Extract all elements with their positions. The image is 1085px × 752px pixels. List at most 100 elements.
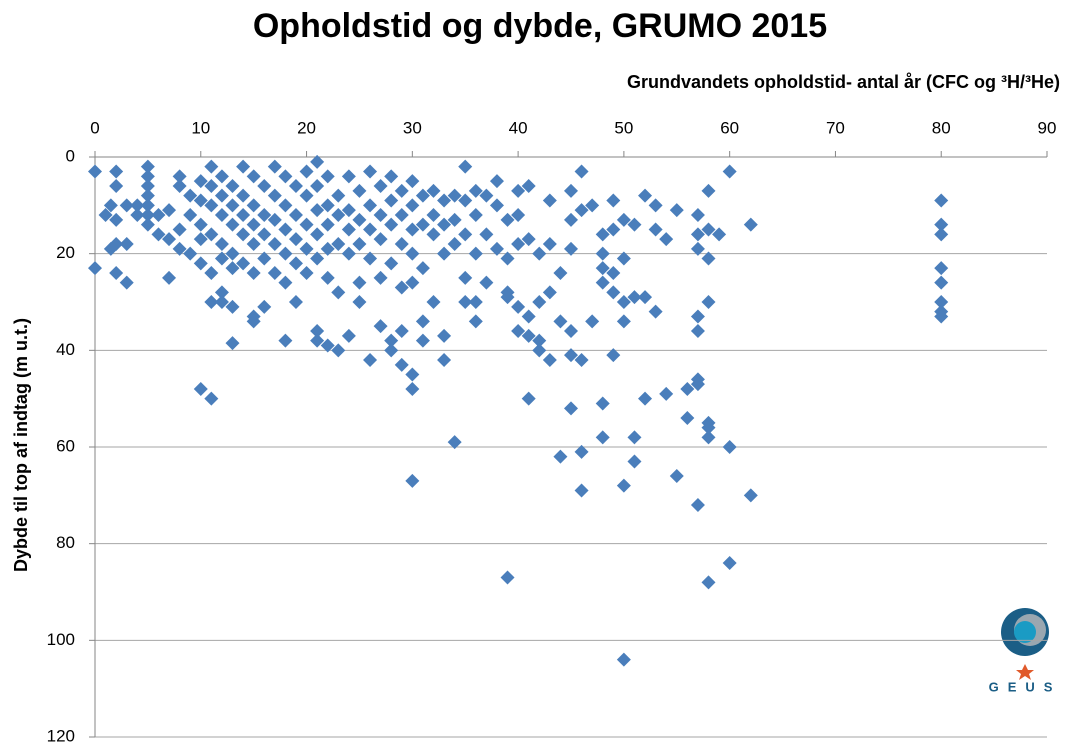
point bbox=[934, 309, 949, 324]
point bbox=[521, 328, 536, 343]
point bbox=[257, 208, 272, 222]
point bbox=[204, 198, 219, 213]
point bbox=[701, 430, 716, 445]
point bbox=[331, 188, 346, 203]
point bbox=[373, 208, 388, 222]
point bbox=[204, 391, 219, 406]
point bbox=[204, 159, 219, 174]
point bbox=[278, 246, 293, 261]
point bbox=[511, 183, 526, 198]
point bbox=[595, 396, 610, 411]
point bbox=[257, 179, 272, 193]
point bbox=[363, 164, 378, 179]
point bbox=[648, 198, 663, 213]
point bbox=[394, 280, 409, 295]
point bbox=[341, 246, 356, 261]
point bbox=[595, 275, 610, 290]
point bbox=[437, 246, 452, 261]
point bbox=[193, 193, 208, 208]
point bbox=[701, 420, 716, 435]
point bbox=[394, 324, 409, 338]
point bbox=[140, 198, 155, 213]
point bbox=[204, 227, 219, 242]
point bbox=[172, 179, 187, 193]
point bbox=[606, 266, 621, 280]
point bbox=[468, 295, 483, 309]
point bbox=[352, 237, 367, 251]
point bbox=[437, 193, 452, 208]
point bbox=[162, 232, 177, 247]
point bbox=[479, 275, 494, 290]
point bbox=[172, 241, 187, 256]
point bbox=[278, 198, 293, 213]
point bbox=[415, 314, 430, 329]
point bbox=[648, 304, 663, 319]
point bbox=[447, 212, 462, 227]
point bbox=[690, 498, 705, 512]
chart-title: Opholdstid og dybde, GRUMO 2015 bbox=[253, 7, 827, 45]
point bbox=[426, 208, 441, 222]
point bbox=[489, 241, 504, 256]
point bbox=[500, 251, 515, 266]
point bbox=[363, 251, 378, 266]
point bbox=[458, 159, 473, 174]
point bbox=[479, 227, 494, 242]
point bbox=[236, 256, 251, 271]
point bbox=[236, 159, 251, 174]
point bbox=[162, 270, 177, 285]
point bbox=[257, 251, 272, 266]
point bbox=[214, 208, 229, 222]
point bbox=[437, 328, 452, 343]
point bbox=[109, 266, 124, 280]
point bbox=[225, 217, 240, 232]
point bbox=[214, 237, 229, 251]
x-tick-label: 40 bbox=[509, 118, 528, 137]
point bbox=[320, 241, 335, 256]
point bbox=[690, 372, 705, 387]
point bbox=[458, 295, 473, 309]
x-tick-label: 80 bbox=[932, 118, 951, 137]
point bbox=[606, 348, 621, 363]
y-tick-label: 80 bbox=[56, 533, 75, 552]
point bbox=[214, 188, 229, 203]
point bbox=[680, 411, 695, 425]
point bbox=[214, 169, 229, 184]
point bbox=[701, 251, 716, 266]
point bbox=[384, 193, 399, 208]
point bbox=[140, 179, 155, 193]
point bbox=[701, 183, 716, 198]
point bbox=[278, 222, 293, 237]
point bbox=[373, 319, 388, 334]
point bbox=[627, 454, 642, 469]
point bbox=[405, 198, 420, 213]
point bbox=[511, 324, 526, 338]
point bbox=[384, 256, 399, 271]
x-tick-label: 70 bbox=[826, 118, 845, 137]
point bbox=[680, 382, 695, 396]
point bbox=[574, 203, 589, 218]
point bbox=[394, 357, 409, 372]
point bbox=[109, 212, 124, 227]
point bbox=[669, 203, 684, 218]
point bbox=[320, 169, 335, 184]
point bbox=[320, 270, 335, 285]
point bbox=[542, 237, 557, 251]
point bbox=[130, 208, 145, 222]
logo: GEUS bbox=[989, 608, 1052, 694]
point bbox=[225, 336, 240, 351]
point bbox=[574, 483, 589, 498]
point bbox=[119, 198, 134, 213]
point bbox=[352, 183, 367, 198]
x-tick-label: 60 bbox=[720, 118, 739, 137]
point bbox=[310, 333, 325, 348]
point bbox=[225, 179, 240, 193]
point bbox=[521, 179, 536, 193]
point bbox=[204, 266, 219, 280]
point bbox=[743, 217, 758, 232]
point bbox=[257, 227, 272, 242]
point bbox=[236, 208, 251, 222]
point bbox=[320, 198, 335, 213]
point bbox=[394, 208, 409, 222]
point bbox=[564, 241, 578, 256]
point bbox=[638, 391, 653, 406]
